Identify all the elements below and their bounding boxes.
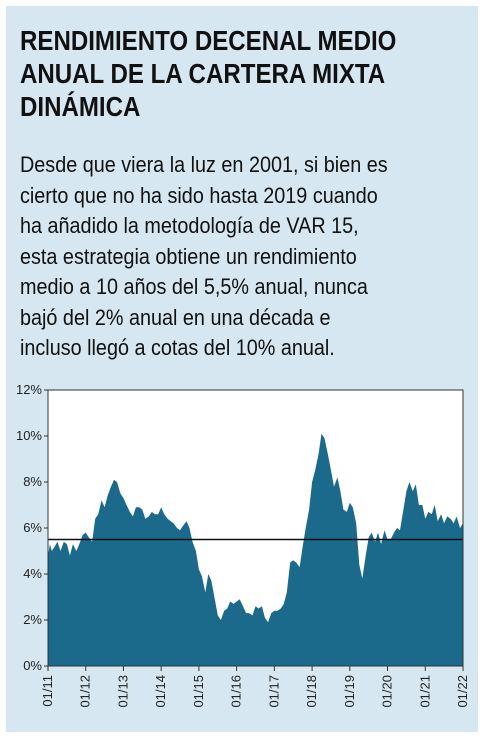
- area-chart: 0% 2% 4% 6% 8% 10% 12% 01/11 01/12 01/13 01/14 01/1…: [16, 382, 470, 708]
- y-tick-label: 6%: [23, 520, 42, 535]
- x-tick-label: 01/21: [417, 675, 432, 708]
- y-tick-label: 2%: [23, 612, 42, 627]
- description-line: esta estrategia obtiene un rendimiento: [20, 243, 357, 269]
- y-tick-label: 10%: [16, 428, 42, 443]
- x-tick-label: 01/13: [115, 675, 130, 708]
- x-tick-label: 01/17: [266, 675, 281, 708]
- x-tick-label: 01/12: [78, 675, 93, 708]
- x-tick-label: 01/20: [380, 675, 395, 708]
- x-tick-label: 01/11: [40, 675, 55, 707]
- area-series: [48, 433, 463, 666]
- description-line: medio a 10 años del 5,5% anual, nunca: [20, 274, 368, 299]
- chart-title: RENDIMIENTO DECENAL MEDIO ANUAL DE LA CA…: [20, 25, 397, 122]
- description-line: ha añadido la metodología de VAR 15,: [20, 213, 359, 238]
- x-tick-label: 01/19: [342, 675, 357, 708]
- description-line: cierto que no ha sido hasta 2019 cuando: [20, 182, 378, 208]
- x-tick-label: 01/22: [455, 675, 470, 708]
- description-line: bajó del 2% anual en una década e: [20, 304, 331, 330]
- y-tick-label: 4%: [23, 566, 42, 581]
- y-tick-label: 8%: [23, 474, 42, 489]
- x-tick-label: 01/15: [191, 675, 206, 708]
- description-line: incluso llegó a cotas del 10% anual.: [20, 335, 335, 360]
- x-tick-label: 01/14: [153, 675, 168, 708]
- description-line: Desde que viera la luz en 2001, si bien …: [20, 152, 388, 177]
- chart-description: Desde que viera la luz en 2001, si bien …: [20, 150, 461, 364]
- y-tick-label: 12%: [16, 382, 42, 397]
- x-tick-label: 01/16: [229, 675, 244, 708]
- x-tick-label: 01/18: [304, 675, 319, 708]
- y-tick-label: 0%: [23, 658, 42, 673]
